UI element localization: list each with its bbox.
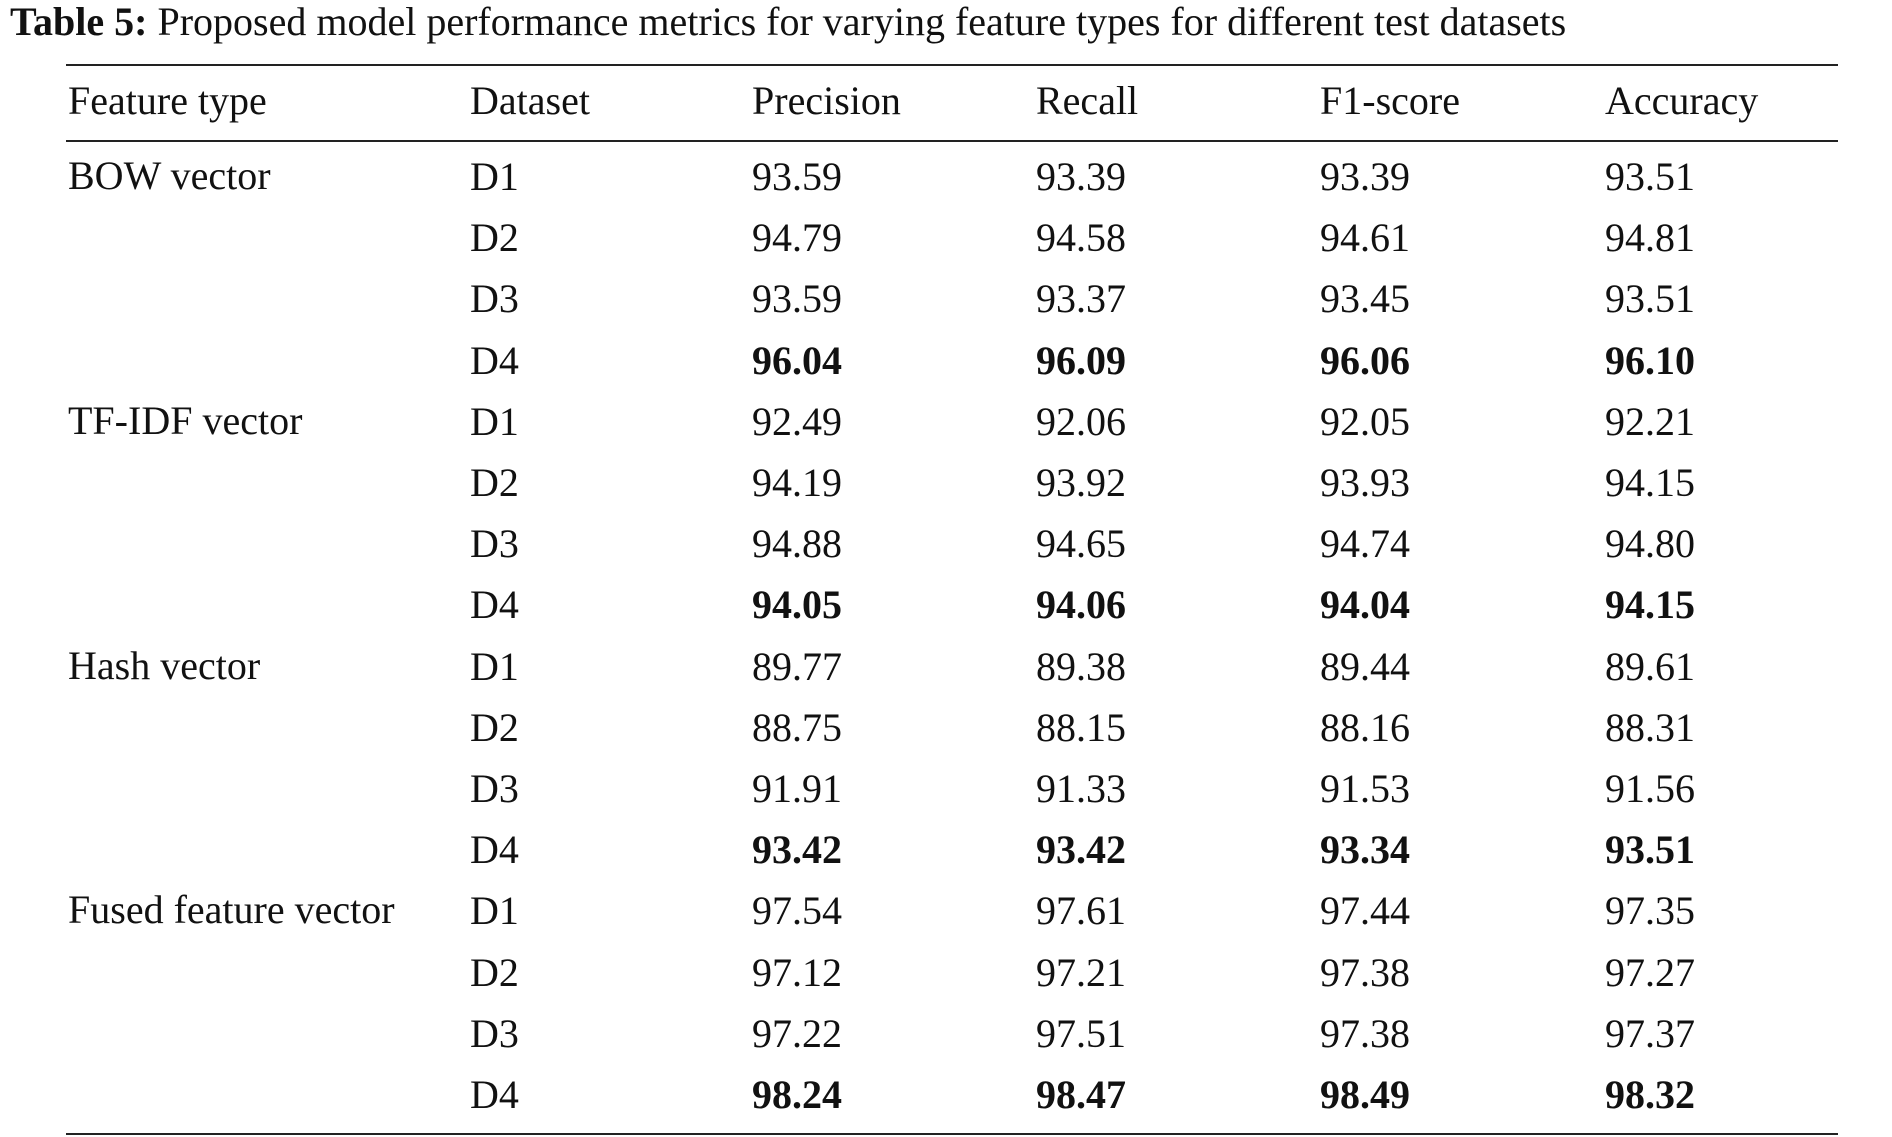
dataset-cell: D2 [470,215,519,261]
feature-type-cell: Hash vector [68,642,261,688]
f1-score-cell: 93.45 [1320,276,1410,322]
header-dataset: Dataset [470,78,590,123]
recall-cell: 93.37 [1036,276,1126,322]
table-top-rule [66,64,1838,66]
dataset-cell: D2 [470,704,519,750]
dataset-cell: D3 [470,1010,519,1056]
precision-cell: 93.42 [752,827,842,873]
precision-cell: 97.22 [752,1010,842,1056]
header-precision: Precision [752,78,901,123]
accuracy-cell: 89.61 [1605,643,1695,689]
accuracy-cell: 97.27 [1605,949,1695,995]
recall-cell: 96.09 [1036,337,1126,383]
dataset-cell: D3 [470,276,519,322]
f1-score-cell: 97.38 [1320,1010,1410,1056]
dataset-cell: D4 [470,827,519,873]
dataset-cell: D2 [470,949,519,995]
precision-cell: 94.79 [752,215,842,261]
precision-cell: 96.04 [752,337,842,383]
recall-cell: 91.33 [1036,766,1126,811]
caption-text: Proposed model performance metrics for v… [157,0,1567,44]
accuracy-cell: 94.15 [1605,460,1695,505]
recall-cell: 97.21 [1036,949,1126,995]
dataset-cell: D4 [470,582,519,628]
accuracy-cell: 93.51 [1605,154,1695,199]
accuracy-cell: 97.35 [1605,888,1695,934]
caption-label: Table 5: [10,0,148,44]
recall-cell: 89.38 [1036,643,1126,689]
precision-cell: 93.59 [752,276,842,322]
feature-type-cell: BOW vector [68,153,271,198]
header-accuracy: Accuracy [1605,78,1759,123]
recall-cell: 93.42 [1036,827,1126,873]
accuracy-cell: 91.56 [1605,766,1695,811]
precision-cell: 94.05 [752,582,842,628]
precision-cell: 97.12 [752,949,842,995]
recall-cell: 98.47 [1036,1072,1126,1117]
recall-cell: 97.51 [1036,1010,1126,1056]
dataset-cell: D3 [470,521,519,567]
accuracy-cell: 88.31 [1605,704,1695,750]
accuracy-cell: 94.15 [1605,582,1695,628]
f1-score-cell: 97.44 [1320,888,1410,934]
header-feature-type: Feature type [68,78,267,123]
dataset-cell: D2 [470,460,519,505]
dataset-cell: D1 [470,398,519,444]
f1-score-cell: 96.06 [1320,337,1410,383]
precision-cell: 88.75 [752,704,842,750]
accuracy-cell: 93.51 [1605,276,1695,322]
dataset-cell: D4 [470,1072,519,1117]
accuracy-cell: 96.10 [1605,337,1695,383]
precision-cell: 89.77 [752,643,842,689]
accuracy-cell: 93.51 [1605,827,1695,873]
dataset-cell: D4 [470,337,519,383]
table-header-rule [66,140,1838,142]
f1-score-cell: 91.53 [1320,766,1410,811]
f1-score-cell: 94.61 [1320,215,1410,261]
dataset-cell: D1 [470,888,519,934]
recall-cell: 94.65 [1036,521,1126,567]
precision-cell: 94.19 [752,460,842,505]
accuracy-cell: 92.21 [1605,398,1695,444]
recall-cell: 93.92 [1036,460,1126,505]
f1-score-cell: 93.93 [1320,460,1410,505]
recall-cell: 88.15 [1036,704,1126,750]
precision-cell: 98.24 [752,1072,842,1117]
recall-cell: 92.06 [1036,398,1126,444]
recall-cell: 93.39 [1036,154,1126,199]
recall-cell: 94.06 [1036,582,1126,628]
precision-cell: 91.91 [752,766,842,811]
precision-cell: 92.49 [752,398,842,444]
f1-score-cell: 97.38 [1320,949,1410,995]
feature-type-cell: Fused feature vector [68,887,395,933]
recall-cell: 97.61 [1036,888,1126,934]
recall-cell: 94.58 [1036,215,1126,261]
dataset-cell: D1 [470,154,519,199]
f1-score-cell: 94.04 [1320,582,1410,628]
f1-score-cell: 93.34 [1320,827,1410,873]
feature-type-cell: TF-IDF vector [68,397,303,443]
dataset-cell: D3 [470,766,519,811]
f1-score-cell: 92.05 [1320,398,1410,444]
f1-score-cell: 93.39 [1320,154,1410,199]
f1-score-cell: 89.44 [1320,643,1410,689]
table-bottom-rule [66,1133,1838,1135]
accuracy-cell: 94.80 [1605,521,1695,567]
accuracy-cell: 94.81 [1605,215,1695,261]
precision-cell: 93.59 [752,154,842,199]
header-recall: Recall [1036,78,1139,123]
f1-score-cell: 98.49 [1320,1072,1410,1117]
accuracy-cell: 97.37 [1605,1010,1695,1056]
table-caption: Table 5: Proposed model performance metr… [10,0,1890,50]
header-f1-score: F1-score [1320,78,1460,123]
precision-cell: 94.88 [752,521,842,567]
accuracy-cell: 98.32 [1605,1072,1695,1117]
f1-score-cell: 88.16 [1320,704,1410,750]
f1-score-cell: 94.74 [1320,521,1410,567]
precision-cell: 97.54 [752,888,842,934]
dataset-cell: D1 [470,643,519,689]
